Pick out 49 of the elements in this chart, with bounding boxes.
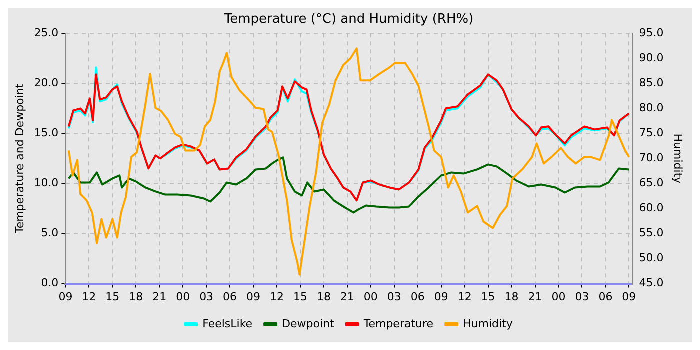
- x-tick-label: 00: [176, 290, 190, 304]
- legend-label: Dewpoint: [282, 317, 336, 330]
- y2-tick-label: 90.0: [639, 51, 664, 64]
- x-tick-label: 12: [458, 290, 472, 304]
- chart-title: Temperature (°C) and Humidity (RH%): [223, 12, 474, 28]
- y2-tick-label: 60.0: [639, 202, 664, 215]
- x-tick-label: 18: [316, 290, 331, 304]
- y-tick-label: 20.0: [34, 76, 59, 90]
- y-tick-label: 15.0: [34, 126, 59, 140]
- y2-tick-label: 50.0: [639, 252, 664, 265]
- y-axis-title: Temperature and Dewpoint: [13, 83, 26, 235]
- x-tick-label: 18: [129, 290, 144, 304]
- x-tick-label: 21: [152, 290, 167, 304]
- y-tick-label: 25.0: [34, 26, 59, 40]
- x-tick-label: 09: [246, 290, 261, 304]
- y-tick-label: 5.0: [41, 226, 59, 240]
- x-tick-label: 03: [200, 290, 214, 304]
- y-tick-label: 10.0: [34, 176, 59, 190]
- x-tick-label: 21: [340, 290, 354, 304]
- legend-label: Temperature: [362, 317, 434, 330]
- x-tick-label: 00: [364, 290, 378, 304]
- x-tick-label: 03: [575, 290, 590, 304]
- x-tick-label: 15: [106, 290, 120, 304]
- y2-tick-label: 95.0: [639, 26, 664, 40]
- x-tick-label: 00: [552, 290, 566, 304]
- y2-tick-label: 65.0: [639, 176, 664, 190]
- y2-tick-label: 45.0: [639, 276, 664, 290]
- y2-axis-title: Humidity: [672, 134, 685, 184]
- legend-label: FeelsLike: [202, 317, 253, 330]
- legend-label: Humidity: [463, 317, 514, 330]
- x-tick-label: 09: [622, 290, 636, 304]
- x-tick-label: 09: [434, 290, 448, 304]
- x-tick-label: 09: [58, 290, 73, 304]
- y-tick-label: 0.0: [41, 276, 59, 290]
- x-tick-label: 06: [598, 290, 613, 304]
- x-tick-label: 21: [528, 290, 542, 304]
- x-tick-label: 06: [223, 290, 238, 304]
- x-tick-label: 06: [410, 290, 425, 304]
- x-tick-label: 15: [481, 290, 496, 304]
- x-tick-label: 12: [82, 290, 96, 304]
- y2-tick-label: 85.0: [639, 76, 664, 90]
- y2-tick-label: 70.0: [639, 152, 664, 165]
- x-tick-label: 15: [293, 290, 308, 304]
- x-tick-label: 18: [504, 290, 519, 304]
- y2-tick-label: 80.0: [639, 102, 664, 115]
- y2-tick-label: 55.0: [639, 226, 664, 240]
- x-tick-label: 03: [387, 290, 402, 304]
- y2-tick-label: 75.0: [639, 126, 664, 140]
- x-tick-label: 12: [270, 290, 284, 304]
